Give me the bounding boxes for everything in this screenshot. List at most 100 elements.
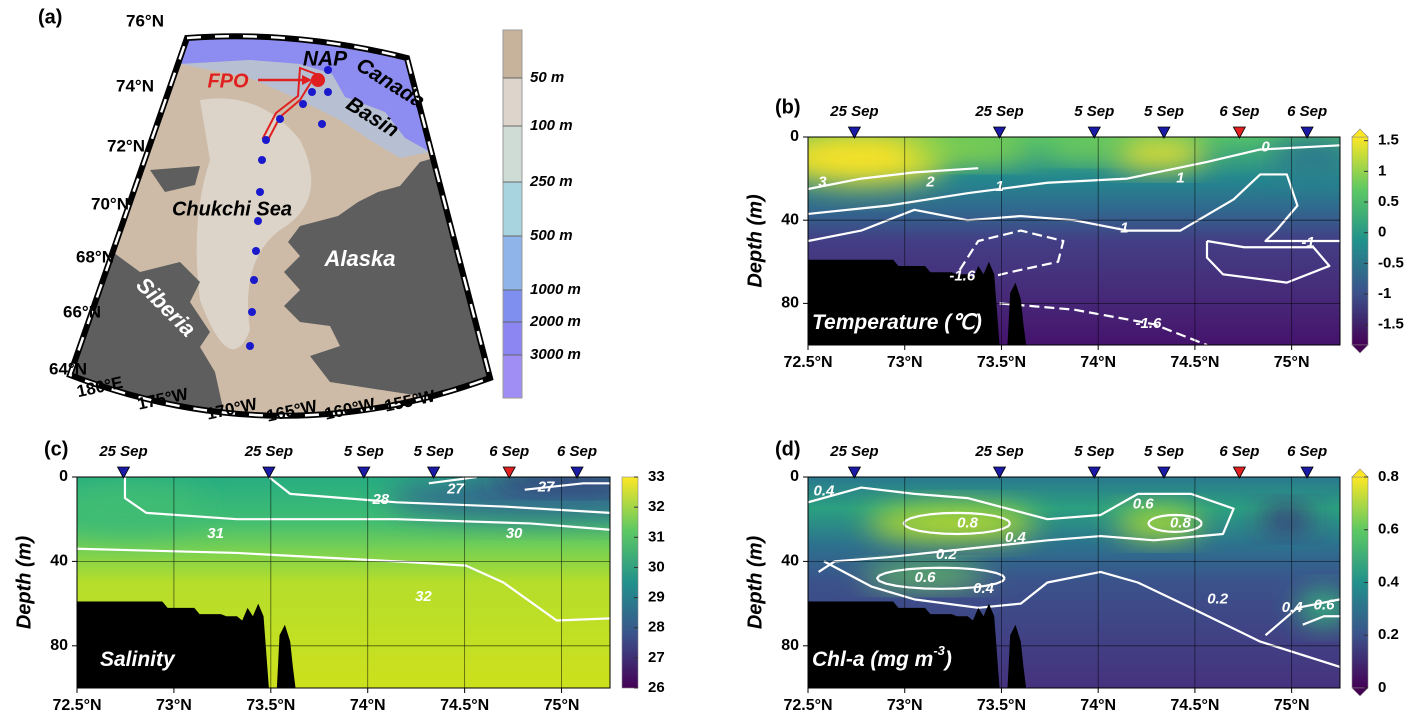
section-plot (77, 477, 610, 688)
depth-label: 500 m (530, 227, 573, 244)
x-tick-label: 72.5°N (783, 697, 832, 714)
station-marker (992, 126, 1007, 139)
contour-line (950, 229, 1065, 284)
contour-label: 0.4 (973, 580, 995, 597)
contour-line (808, 173, 1340, 243)
x-tick-label: 74°N (1080, 354, 1116, 371)
station-marker (502, 466, 516, 479)
station-date: 25 Sep (829, 443, 878, 460)
station-date: 25 Sep (829, 103, 878, 120)
contour-label: 0.6 (915, 569, 937, 586)
latitude-label: 74°N (116, 76, 154, 95)
x-tick-label: 75°N (1274, 697, 1310, 714)
contour-label: -1.6 (949, 267, 976, 284)
contour-label: 0 (1261, 138, 1270, 155)
contour-line (823, 560, 1340, 668)
place-label: Chukchi Sea (172, 198, 292, 220)
y-axis-label: Depth (m) (744, 194, 766, 288)
colorbar-tick-label: 27 (648, 649, 665, 666)
contour-label: 31 (207, 525, 224, 542)
y-tick-label: 40 (781, 553, 799, 570)
latitude-label: 70°N (91, 194, 129, 213)
x-tick-label: 74.5°N (1170, 697, 1219, 714)
x-tick-label: 73.5°N (977, 697, 1026, 714)
y-tick-label: 0 (790, 128, 799, 145)
field-blob (903, 137, 1032, 162)
contour-label: 0.6 (1133, 495, 1155, 512)
colorbar-tick-label: 0.8 (1378, 468, 1399, 485)
depth-swatch (503, 322, 522, 355)
colorbar-tick-label: 31 (648, 528, 665, 545)
colorbar-tick-label: 1 (1378, 162, 1386, 179)
seafloor (77, 601, 296, 688)
contour-label: 28 (371, 491, 389, 508)
plot-frame (807, 136, 1341, 346)
colorbar (1351, 136, 1369, 346)
contour-line (808, 486, 1235, 573)
contour-line (808, 144, 1340, 216)
colorbar-tick-label: -1 (1378, 285, 1391, 302)
station-marker (847, 466, 862, 479)
station-marker (116, 466, 131, 479)
station-date: 6 Sep (1219, 103, 1259, 120)
station-dot (299, 100, 307, 108)
station-date: 25 Sep (244, 443, 293, 460)
field-blob (1111, 139, 1207, 169)
contour-line (524, 482, 610, 491)
y-tick-label: 80 (781, 637, 799, 654)
station-date: 5 Sep (1144, 443, 1184, 460)
map-frame-dash (68, 34, 492, 417)
station-marker (1087, 466, 1101, 479)
station-dot (246, 342, 254, 350)
y-tick-label: 80 (781, 295, 799, 312)
colorbar-tick-label: 30 (648, 558, 665, 575)
station-date: 5 Sep (344, 443, 384, 460)
contour-label: 27 (446, 481, 464, 498)
colorbar-tick-label: -1.5 (1378, 316, 1404, 333)
station-marker (1157, 466, 1171, 479)
colorbar-tick-label: 1.5 (1378, 132, 1399, 149)
depth-label: 1000 m (530, 281, 581, 298)
place-label: FPO (207, 70, 249, 92)
panel-label: (c) (44, 438, 68, 460)
contour-line (876, 566, 1006, 590)
y-tick-label: 0 (790, 468, 799, 485)
colorbar-tick-label: 0 (1378, 224, 1386, 241)
place-label: NAP (303, 48, 348, 71)
depth-swatch (503, 236, 522, 290)
contour-line (268, 477, 610, 514)
field-blob (487, 477, 610, 490)
contour-label: 0.8 (1170, 514, 1192, 531)
contour-label: 0.6 (1314, 597, 1336, 614)
latitude-label: 76°N (126, 11, 164, 30)
x-tick-label: 75°N (544, 697, 580, 714)
x-tick-label: 73.5°N (977, 354, 1026, 371)
contour-label: 0.4 (814, 483, 836, 500)
x-tick-label: 74°N (1080, 697, 1116, 714)
variable-label: Temperature (℃) (812, 311, 982, 334)
station-date: 5 Sep (1074, 443, 1114, 460)
station-date: 5 Sep (414, 443, 454, 460)
field-blob (1042, 137, 1128, 158)
contour-label: 0.8 (957, 514, 979, 531)
contour-label: 0.2 (1207, 590, 1229, 607)
variable-label-part: Chl-a (mg m (812, 648, 933, 671)
colorbar-tick-label: 0.5 (1378, 193, 1399, 210)
station-date: 25 Sep (974, 443, 1023, 460)
station-dot (324, 66, 332, 74)
contour-line (428, 477, 477, 485)
latitude-label: 66°N (63, 302, 101, 321)
y-tick-label: 80 (50, 637, 68, 654)
contour-label: 1 (1176, 170, 1184, 187)
colorbar-tick-label: 0.6 (1378, 521, 1399, 538)
contour-label: 30 (506, 525, 523, 542)
depth-label: 2000 m (529, 313, 581, 330)
station-marker (570, 466, 584, 479)
island (150, 166, 200, 192)
x-tick-label: 74°N (350, 697, 386, 714)
slope (180, 60, 430, 158)
seafloor (808, 601, 1027, 688)
depth-label: 100 m (530, 117, 573, 134)
station-dot (252, 247, 260, 255)
field-blob (77, 483, 205, 534)
